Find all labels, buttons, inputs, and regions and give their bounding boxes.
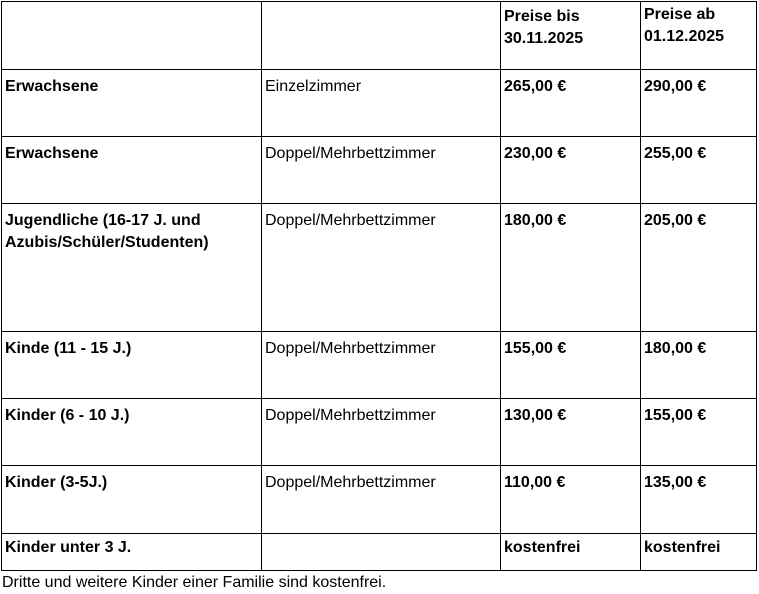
table-row: Erwachsene Einzelzimmer 265,00 € 290,00 … [1,69,757,137]
price-until-cell: kostenfrei [500,533,641,571]
price-from-cell: kostenfrei [640,533,757,571]
table-row: Kinder (6 - 10 J.) Doppel/Mehrbettzimmer… [1,398,757,466]
room-cell [261,533,501,571]
group-cell: Kinder (6 - 10 J.) [1,398,262,466]
price-until-cell: 130,00 € [500,398,641,466]
room-cell: Doppel/Mehrbettzimmer [261,331,501,399]
table-row: Erwachsene Doppel/Mehrbettzimmer 230,00 … [1,136,757,204]
room-cell: Einzelzimmer [261,69,501,137]
price-until-cell: 265,00 € [500,69,641,137]
price-from-cell: 205,00 € [640,203,757,332]
room-cell: Doppel/Mehrbettzimmer [261,203,501,332]
price-table: Preise bis 30.11.2025 Preise ab 01.12.20… [1,1,757,571]
group-cell: Jugendliche (16-17 J. und Azubis/Schüler… [1,203,262,332]
room-cell: Doppel/Mehrbettzimmer [261,465,501,534]
price-until-cell: 110,00 € [500,465,641,534]
group-cell: Kinder (3-5J.) [1,465,262,534]
table-row: Kinde (11 - 15 J.) Doppel/Mehrbettzimmer… [1,331,757,399]
group-cell: Kinde (11 - 15 J.) [1,331,262,399]
header-price-from: Preise ab 01.12.2025 [640,1,757,70]
group-cell: Erwachsene [1,136,262,204]
price-until-cell: 180,00 € [500,203,641,332]
price-from-cell: 180,00 € [640,331,757,399]
table-row: Kinder unter 3 J. kostenfrei kostenfrei [1,533,757,571]
table-row: Kinder (3-5J.) Doppel/Mehrbettzimmer 110… [1,465,757,534]
group-cell: Kinder unter 3 J. [1,533,262,571]
table-row: Jugendliche (16-17 J. und Azubis/Schüler… [1,203,757,332]
price-until-cell: 230,00 € [500,136,641,204]
room-cell: Doppel/Mehrbettzimmer [261,398,501,466]
price-until-cell: 155,00 € [500,331,641,399]
group-cell: Erwachsene [1,69,262,137]
price-from-cell: 155,00 € [640,398,757,466]
footnote: Dritte und weitere Kinder einer Familie … [2,574,387,591]
price-from-cell: 135,00 € [640,465,757,534]
header-cell [261,1,501,70]
room-cell: Doppel/Mehrbettzimmer [261,136,501,204]
header-row: Preise bis 30.11.2025 Preise ab 01.12.20… [1,1,757,70]
price-from-cell: 290,00 € [640,69,757,137]
header-cell [1,1,262,70]
header-price-until: Preise bis 30.11.2025 [500,1,641,70]
price-from-cell: 255,00 € [640,136,757,204]
